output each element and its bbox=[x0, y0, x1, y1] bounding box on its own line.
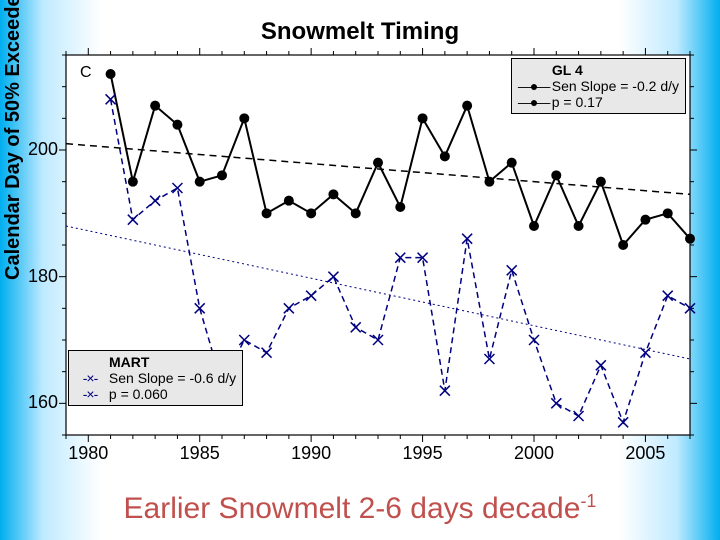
x-tick: 1990 bbox=[281, 443, 341, 464]
x-tick: 2005 bbox=[615, 443, 675, 464]
panel-label: C bbox=[80, 64, 92, 82]
legend-gl4: GL 4—●— Sen Slope = -0.2 d/y—●— p = 0.17 bbox=[511, 58, 686, 114]
y-tick: 200 bbox=[28, 139, 58, 160]
caption: Earlier Snowmelt 2-6 days decade-1 bbox=[0, 491, 720, 526]
y-tick: 160 bbox=[28, 392, 58, 413]
x-tick: 2000 bbox=[504, 443, 564, 464]
x-tick: 1980 bbox=[58, 443, 118, 464]
x-tick: 1995 bbox=[393, 443, 453, 464]
caption-sup: -1 bbox=[580, 491, 596, 511]
y-tick: 180 bbox=[28, 266, 58, 287]
legend-mart: MART-×- Sen Slope = -0.6 d/y-×- p = 0.06… bbox=[68, 350, 243, 406]
x-tick: 1985 bbox=[170, 443, 230, 464]
chart-area: Snowmelt Timing Calendar Day of 50% Exce… bbox=[0, 0, 720, 470]
caption-text: Earlier Snowmelt 2-6 days decade bbox=[124, 492, 581, 525]
slide-root: Snowmelt Timing Calendar Day of 50% Exce… bbox=[0, 0, 720, 540]
